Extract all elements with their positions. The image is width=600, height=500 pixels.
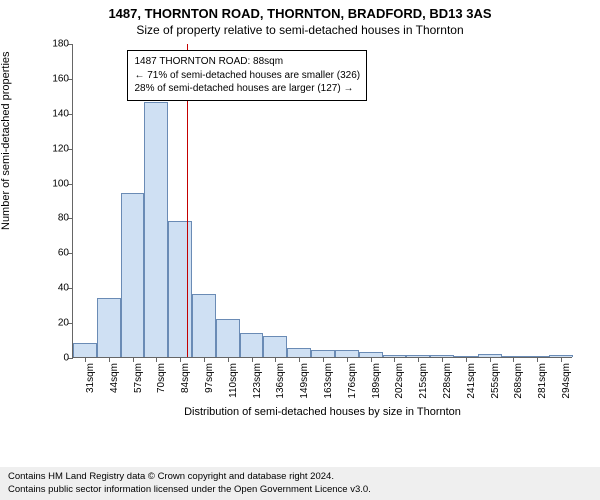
annotation-line: 1487 THORNTON ROAD: 88sqm bbox=[134, 55, 360, 69]
x-tick-label: 202sqm bbox=[394, 363, 405, 399]
x-tick-label: 294sqm bbox=[561, 363, 572, 399]
x-tick-label: 31sqm bbox=[85, 363, 96, 393]
y-tick-label: 0 bbox=[45, 353, 73, 364]
bar bbox=[121, 193, 145, 357]
footer-line-2: Contains public sector information licen… bbox=[8, 484, 592, 496]
x-tick-label: 281sqm bbox=[537, 363, 548, 399]
y-tick-label: 120 bbox=[45, 143, 73, 154]
page-subtitle: Size of property relative to semi-detach… bbox=[0, 21, 600, 37]
x-tick-label: 255sqm bbox=[490, 363, 501, 399]
x-tick bbox=[275, 357, 276, 362]
footer: Contains HM Land Registry data © Crown c… bbox=[0, 467, 600, 500]
x-tick-label: 268sqm bbox=[513, 363, 524, 399]
x-tick bbox=[347, 357, 348, 362]
x-tick bbox=[466, 357, 467, 362]
annotation-line: 28% of semi-detached houses are larger (… bbox=[134, 82, 360, 96]
y-tick-label: 160 bbox=[45, 73, 73, 84]
x-tick bbox=[323, 357, 324, 362]
bar bbox=[335, 350, 359, 357]
page-title: 1487, THORNTON ROAD, THORNTON, BRADFORD,… bbox=[0, 0, 600, 21]
x-tick-label: 110sqm bbox=[228, 363, 239, 398]
x-tick-label: 189sqm bbox=[371, 363, 382, 399]
x-tick-label: 215sqm bbox=[418, 363, 429, 399]
bar bbox=[287, 348, 311, 357]
x-tick bbox=[371, 357, 372, 362]
x-tick-label: 84sqm bbox=[180, 363, 191, 393]
x-tick bbox=[156, 357, 157, 362]
x-tick-label: 228sqm bbox=[442, 363, 453, 399]
footer-line-1: Contains HM Land Registry data © Crown c… bbox=[8, 471, 592, 483]
bar bbox=[311, 350, 335, 357]
x-tick bbox=[133, 357, 134, 362]
x-tick bbox=[180, 357, 181, 362]
x-tick-label: 176sqm bbox=[347, 363, 358, 399]
y-axis-label: Number of semi-detached properties bbox=[0, 51, 12, 230]
bar bbox=[240, 333, 264, 357]
y-tick-label: 40 bbox=[45, 283, 73, 294]
x-tick bbox=[252, 357, 253, 362]
y-tick-label: 60 bbox=[45, 248, 73, 259]
x-tick-label: 70sqm bbox=[156, 363, 167, 393]
x-tick bbox=[537, 357, 538, 362]
x-tick bbox=[299, 357, 300, 362]
x-tick-label: 123sqm bbox=[252, 363, 263, 399]
x-axis-label: Distribution of semi-detached houses by … bbox=[73, 406, 572, 418]
chart-container: 02040608010012014016018031sqm44sqm57sqm7… bbox=[44, 44, 580, 420]
bar bbox=[97, 298, 121, 357]
annotation-line: ← 71% of semi-detached houses are smalle… bbox=[134, 69, 360, 83]
y-tick-label: 100 bbox=[45, 178, 73, 189]
annotation-box: 1487 THORNTON ROAD: 88sqm← 71% of semi-d… bbox=[127, 50, 367, 101]
x-tick bbox=[85, 357, 86, 362]
bar bbox=[73, 343, 97, 357]
x-tick-label: 241sqm bbox=[466, 363, 477, 399]
chart-plot-area: 02040608010012014016018031sqm44sqm57sqm7… bbox=[72, 44, 572, 358]
x-tick-label: 163sqm bbox=[323, 363, 334, 399]
x-tick bbox=[204, 357, 205, 362]
bar bbox=[216, 319, 240, 357]
y-tick-label: 80 bbox=[45, 213, 73, 224]
x-tick bbox=[513, 357, 514, 362]
x-tick bbox=[228, 357, 229, 362]
y-tick-label: 180 bbox=[45, 39, 73, 50]
x-tick bbox=[394, 357, 395, 362]
x-tick-label: 136sqm bbox=[275, 363, 286, 399]
bar bbox=[144, 102, 168, 357]
x-tick bbox=[490, 357, 491, 362]
x-tick bbox=[418, 357, 419, 362]
x-tick-label: 44sqm bbox=[109, 363, 120, 393]
x-tick-label: 57sqm bbox=[133, 363, 144, 393]
x-tick bbox=[109, 357, 110, 362]
x-tick-label: 149sqm bbox=[299, 363, 310, 399]
x-tick bbox=[561, 357, 562, 362]
y-tick-label: 140 bbox=[45, 108, 73, 119]
x-tick-label: 97sqm bbox=[204, 363, 215, 393]
bar bbox=[192, 294, 216, 357]
y-tick-label: 20 bbox=[45, 318, 73, 329]
x-tick bbox=[442, 357, 443, 362]
bar bbox=[263, 336, 287, 357]
